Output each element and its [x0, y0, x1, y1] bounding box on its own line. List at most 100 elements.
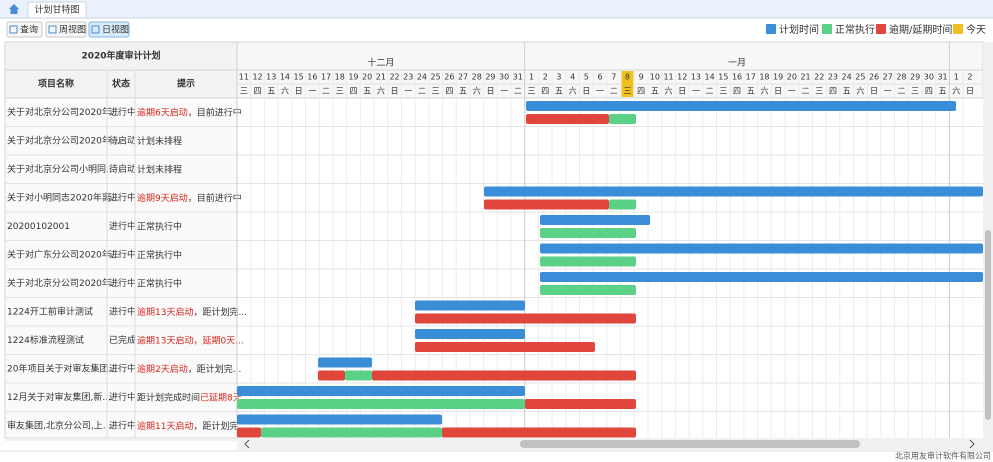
- hint-part: 距计划完成时间: [137, 391, 200, 403]
- actual-bar[interactable]: [442, 427, 636, 438]
- weekday-label: 五: [459, 87, 467, 96]
- weekday-label: 六: [281, 86, 289, 96]
- weekday-label: 五: [363, 87, 371, 96]
- table-title: 2020年度审计计划: [81, 50, 160, 62]
- hint-part: 已延期8天: [200, 391, 242, 403]
- day-label: 1: [954, 73, 959, 82]
- day-label: 27: [883, 73, 893, 82]
- plan-bar[interactable]: [540, 272, 983, 282]
- day-label: 15: [294, 73, 304, 82]
- project-name: 20200102001: [7, 222, 70, 232]
- project-status: 进行中: [109, 191, 136, 203]
- day-label: 25: [431, 73, 441, 82]
- actual-bar[interactable]: [345, 370, 372, 381]
- project-hint: 计划未排程: [137, 163, 182, 175]
- plan-bar[interactable]: [237, 386, 525, 396]
- project-hint: 逾期13天启动，延期0天...: [137, 334, 244, 346]
- plan-bar[interactable]: [540, 243, 983, 254]
- actual-bar[interactable]: [540, 228, 636, 238]
- project-status: 进行中: [109, 220, 136, 232]
- actual-bar[interactable]: [261, 427, 442, 438]
- project-name: 关于对北京分公司2020年...: [7, 134, 120, 146]
- actual-bar[interactable]: [484, 199, 609, 210]
- project-hint: 逾期13天启动，距计划完...: [137, 305, 247, 317]
- weekday-label: 日: [966, 87, 974, 96]
- actual-bar[interactable]: [372, 370, 636, 381]
- weekday-label: 一: [884, 87, 892, 96]
- actual-bar[interactable]: [526, 114, 609, 124]
- month-label: 一月: [728, 58, 746, 69]
- day-label: 24: [417, 73, 427, 82]
- legend-swatch: [953, 24, 963, 34]
- plan-bar[interactable]: [484, 186, 983, 197]
- button-label[interactable]: 周视图: [59, 24, 86, 36]
- actual-bar[interactable]: [237, 399, 525, 409]
- day-label: 7: [611, 73, 616, 82]
- plan-bar[interactable]: [540, 215, 650, 225]
- home-icon[interactable]: [9, 4, 19, 14]
- weekday-label: 四: [445, 87, 453, 96]
- legend-swatch: [822, 24, 832, 34]
- table-body: [4, 97, 238, 439]
- scroll-right[interactable]: [969, 439, 975, 449]
- button-label[interactable]: 查询: [20, 24, 38, 36]
- project-status: 进行中: [109, 419, 136, 431]
- legend-label: 今天: [966, 23, 986, 36]
- day-label: 21: [800, 73, 810, 82]
- actual-bar[interactable]: [525, 399, 636, 409]
- day-label: 18: [759, 73, 769, 82]
- plan-bar[interactable]: [237, 414, 442, 425]
- actual-bar[interactable]: [415, 313, 636, 324]
- weekday-label: 一: [404, 87, 412, 96]
- actual-bar[interactable]: [540, 256, 636, 267]
- column-header: 项目名称: [38, 78, 74, 90]
- day-label: 16: [732, 73, 742, 82]
- hint-part: 逾期6天启动: [137, 106, 188, 118]
- project-hint: 正常执行中: [137, 277, 182, 289]
- day-label: 6: [598, 73, 603, 82]
- project-name: 1224开工前审计测试: [7, 305, 93, 317]
- day-label: 28: [896, 73, 906, 82]
- horizontal-thumb[interactable]: [520, 440, 860, 448]
- weekday-label: 三: [336, 87, 344, 96]
- hint-part: 计划未排程: [137, 134, 182, 146]
- project-status: 进行中: [109, 106, 136, 118]
- day-label: 21: [376, 73, 386, 82]
- weekday-label: 三: [240, 87, 248, 96]
- actual-bar[interactable]: [609, 114, 636, 124]
- project-hint: 逾期6天启动，目前进行中: [137, 106, 242, 118]
- plan-bar[interactable]: [415, 329, 525, 339]
- weekday-label: 六: [952, 86, 960, 96]
- hint-part: ，距计划完...: [188, 362, 242, 374]
- day-label: 11: [239, 73, 249, 82]
- day-label: 11: [663, 73, 673, 82]
- plan-bar[interactable]: [318, 357, 372, 368]
- hint-part: 正常执行中: [137, 220, 182, 232]
- column-header: 提示: [177, 78, 195, 90]
- button-icon: [9, 25, 18, 34]
- weekday-label: 三: [815, 87, 823, 96]
- actual-bar[interactable]: [609, 199, 636, 210]
- day-label: 15: [718, 73, 728, 82]
- actual-bar[interactable]: [540, 285, 636, 295]
- button-label[interactable]: 日视图: [102, 24, 129, 36]
- day-label: 20: [362, 73, 372, 82]
- tab-label[interactable]: 计划甘特图: [34, 4, 79, 16]
- plan-bar[interactable]: [415, 300, 525, 311]
- actual-bar[interactable]: [318, 370, 345, 381]
- weekday-label: 日: [391, 87, 399, 96]
- day-label: 14: [705, 73, 715, 82]
- actual-bar[interactable]: [415, 342, 595, 352]
- today-marker: [621, 71, 634, 97]
- actual-bar[interactable]: [237, 427, 261, 438]
- scroll-left[interactable]: [244, 439, 250, 449]
- weekday-label: 五: [939, 87, 947, 96]
- weekday-label: 四: [254, 87, 262, 96]
- weekday-label: 一: [788, 87, 796, 96]
- project-status: 进行中: [109, 248, 136, 260]
- project-status: 进行中: [109, 362, 136, 374]
- vertical-thumb[interactable]: [985, 230, 991, 420]
- plan-bar[interactable]: [526, 101, 956, 111]
- day-label: 24: [842, 73, 852, 82]
